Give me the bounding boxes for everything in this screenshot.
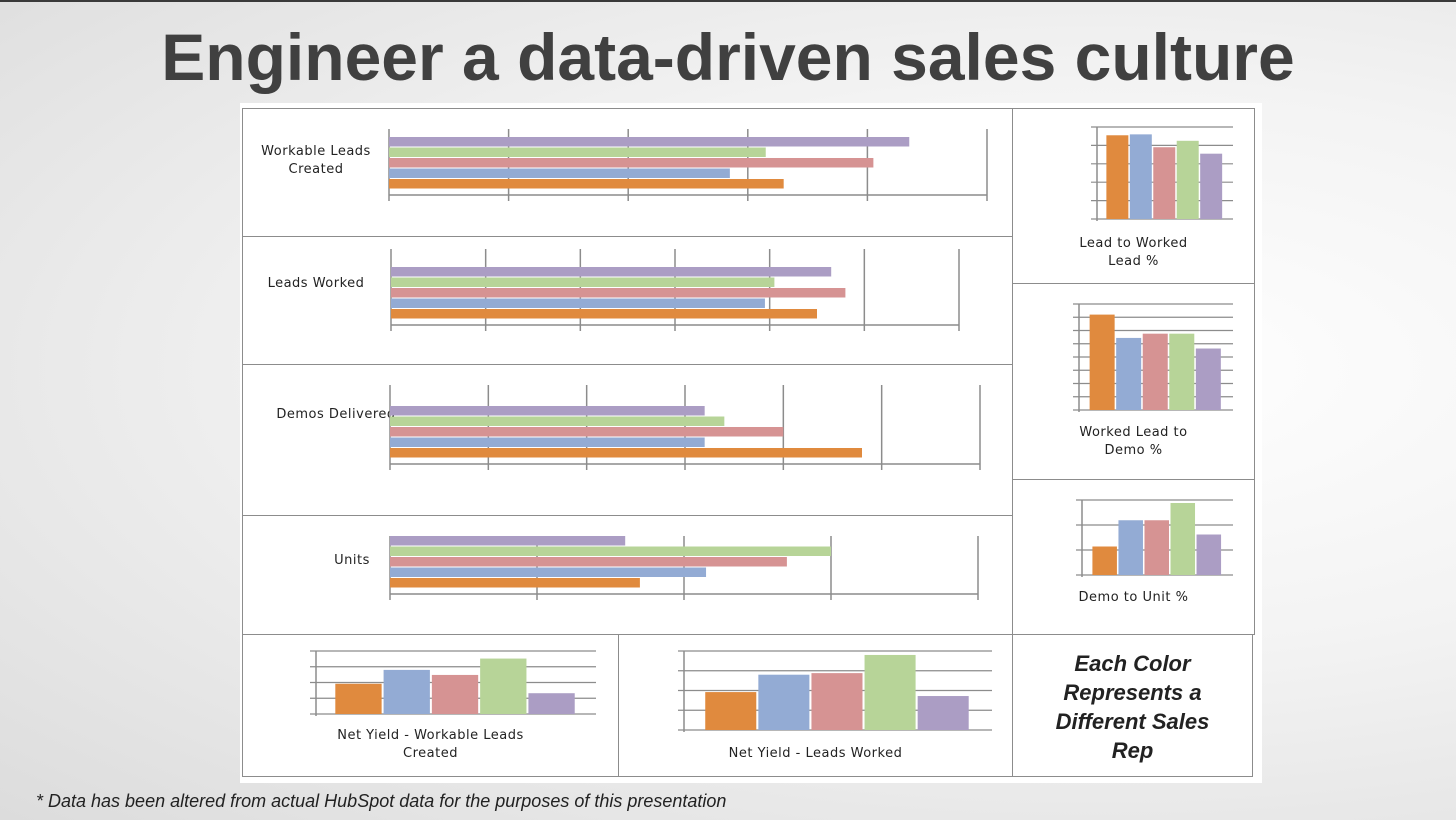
bar (391, 309, 817, 319)
bar (390, 437, 705, 447)
chart-leads-worked (390, 249, 960, 331)
bar (1196, 534, 1222, 575)
bar (1129, 134, 1152, 219)
workable-leads-label: Workable Leads Created (261, 144, 371, 177)
panel-net-yield-worked: Net Yield - Leads Worked (618, 634, 1013, 777)
chart-net-yield-worked (678, 650, 992, 732)
bar (1089, 314, 1115, 410)
panel-units: Units (242, 515, 1013, 635)
bar (480, 658, 527, 714)
bar (391, 277, 775, 287)
bar (383, 669, 430, 714)
bar (390, 557, 787, 567)
bar (390, 416, 725, 426)
bar (391, 298, 765, 308)
bar (1169, 333, 1195, 410)
lead-to-worked-caption: Lead to Worked Lead % (1079, 236, 1188, 269)
panel-legend-note: Each Color Represents a Different Sales … (1012, 634, 1253, 777)
bar (389, 168, 730, 178)
bar (389, 147, 766, 157)
panel-lead-to-worked: Lead to Worked Lead % (1012, 108, 1255, 284)
bar (389, 179, 784, 189)
chart-workable-leads (388, 129, 988, 201)
bar (1170, 503, 1196, 575)
footnote: * Data has been altered from actual HubS… (36, 791, 727, 811)
bar (1195, 348, 1221, 410)
demo-to-unit-caption: Demo to Unit % (1078, 590, 1189, 605)
chart-worked-to-demo (1073, 303, 1233, 412)
bar (390, 448, 862, 458)
bar (864, 654, 916, 730)
top-rule (0, 0, 1456, 2)
panel-net-yield-workable: Net Yield - Workable Leads Created (242, 634, 619, 777)
panel-leads-worked: Leads Worked (242, 236, 1013, 365)
bar (705, 692, 757, 730)
worked-to-demo-caption: Worked Lead to Demo % (1079, 425, 1188, 458)
bar (1106, 135, 1129, 219)
bar (1176, 140, 1199, 219)
chart-net-yield-workable (310, 650, 596, 716)
bar (917, 696, 969, 730)
net-yield-workable-caption: Net Yield - Workable Leads Created (337, 728, 524, 761)
panel-workable-leads: Workable Leads Created (242, 108, 1013, 237)
panel-demo-to-unit: Demo to Unit % (1012, 479, 1255, 635)
bar (390, 536, 626, 546)
units-label: Units (334, 553, 370, 568)
bar (1144, 520, 1169, 575)
panel-demos-delivered: Demos Delivered (242, 364, 1013, 516)
bar (335, 683, 382, 714)
bar (389, 137, 910, 147)
bar (1118, 520, 1143, 575)
bar (390, 406, 705, 416)
chart-demos-delivered (389, 385, 981, 470)
bar (390, 546, 831, 556)
bar (528, 693, 575, 714)
net-yield-worked-caption: Net Yield - Leads Worked (728, 746, 903, 761)
legend-note: Each Color Represents a Different Sales … (1055, 651, 1210, 763)
bar (1092, 546, 1117, 575)
bar (389, 158, 874, 168)
bar (1142, 333, 1168, 410)
bar (1116, 337, 1142, 410)
chart-demo-to-unit (1076, 499, 1233, 577)
demos-delivered-label: Demos Delivered (276, 407, 396, 422)
bar (431, 674, 479, 714)
bar (758, 674, 810, 730)
bar (811, 673, 863, 730)
bar (391, 267, 832, 277)
bar (390, 567, 707, 577)
bar (1153, 147, 1176, 219)
bar (390, 427, 784, 437)
leads-worked-label: Leads Worked (267, 276, 365, 291)
slide-title: Engineer a data-driven sales culture (161, 20, 1295, 94)
chart-units (389, 536, 979, 600)
chart-lead-to-worked (1091, 126, 1233, 221)
bar (1200, 153, 1223, 219)
panel-worked-to-demo: Worked Lead to Demo % (1012, 283, 1255, 480)
dashboard-board: Workable Leads Created Leads Worked Demo… (240, 103, 1262, 783)
bar (391, 288, 846, 298)
bar (390, 578, 640, 588)
